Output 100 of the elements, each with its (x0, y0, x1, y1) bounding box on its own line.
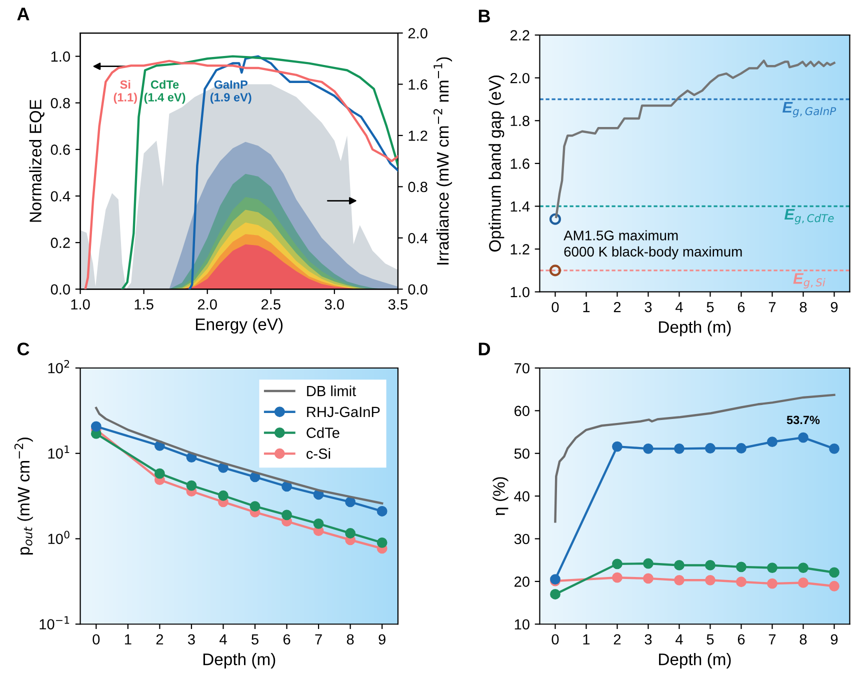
point (736, 576, 746, 588)
y2-tick-label: 0.4 (408, 233, 428, 244)
chart-title: D (478, 342, 490, 356)
y-axis-title: p$_{out}$ (mW cm$^{−2}$) (14, 438, 33, 554)
x-axis-title: Depth (m) (659, 652, 731, 669)
point (376, 537, 388, 548)
point (798, 578, 808, 588)
y-tick-label: 0.6 (50, 144, 70, 155)
x-axis-title: Depth (m) (659, 320, 731, 336)
x-tick-label: 5 (706, 302, 714, 312)
series-label: GaInP (1.9 eV) (210, 80, 252, 104)
y-tick-label: 0.0 (50, 284, 70, 295)
point (829, 567, 840, 578)
x-tick-label: 3 (188, 634, 195, 645)
point (643, 443, 654, 454)
y-tick-label: 2.0 (510, 72, 530, 84)
x-tick-label: 7 (768, 302, 776, 312)
x-tick-label: 2 (614, 634, 621, 644)
point (186, 480, 197, 491)
point (313, 518, 324, 529)
x-tick-label: 9 (830, 634, 838, 645)
x-tick-label: 4 (220, 634, 227, 644)
x-tick-label: 3 (644, 634, 652, 645)
ref-line-label: E$_{g,GaInP}$ (782, 102, 836, 118)
x-tick-label: 1 (583, 302, 590, 312)
point (612, 572, 622, 583)
point (376, 506, 388, 516)
x-tick-label: 0 (552, 302, 559, 312)
point (550, 589, 560, 600)
x-tick-label: 6 (738, 634, 745, 645)
y-tick-label: 10$^{1}$ (48, 446, 70, 459)
x-tick-label: 2 (156, 634, 164, 644)
point (643, 558, 654, 569)
x-tick-label: 8 (800, 634, 807, 645)
point (282, 481, 292, 492)
y-tick-label: 40 (514, 491, 530, 502)
y-tick-label: 50 (514, 448, 530, 459)
point (705, 443, 716, 454)
x-tick-label: 0 (552, 634, 559, 645)
y-tick-label: 0.2 (50, 238, 70, 248)
point (674, 443, 684, 454)
y-tick-label: 1.6 (510, 158, 530, 169)
y2-tick-label: 0.0 (408, 284, 428, 295)
ref-line-label: E$_{g,CdTe}$ (784, 209, 834, 224)
annotation: AM1.5G maximum (564, 230, 678, 240)
x-tick-label: 5 (706, 634, 714, 645)
x-tick-label: 1.0 (71, 299, 90, 310)
y-tick-label: 10$^{2}$ (48, 360, 70, 374)
y-tick-label: 1.0 (510, 286, 530, 298)
y2-axis-title: Irradiance (mW cm$^{−2}$ nm$^{−1}$) (434, 57, 452, 264)
point (345, 496, 356, 508)
x-tick-label: 3.5 (388, 299, 408, 310)
chart-title: A (17, 8, 30, 20)
y-tick-label: 60 (514, 406, 530, 416)
line-series (554, 394, 836, 523)
x-tick-label: 8 (800, 302, 807, 312)
y-tick-label: 0.4 (50, 191, 70, 202)
point (154, 468, 165, 479)
y-tick-label: 1.8 (510, 116, 530, 126)
y-axis-title: η (%) (492, 477, 508, 516)
y-tick-label: 1.4 (510, 201, 530, 212)
x-tick-label: 2.0 (198, 299, 217, 310)
line-series (188, 55, 398, 290)
point (674, 574, 684, 586)
point (798, 432, 808, 443)
x-tick-label: 4 (676, 302, 683, 312)
y-tick-label: 2.2 (510, 30, 530, 40)
y-axis-title: Normalized EQE (29, 100, 44, 222)
x-tick-label: 1 (124, 634, 132, 644)
y-tick-label: 10$^{−1}$ (40, 616, 70, 630)
x-tick-label: 2 (614, 302, 621, 312)
x-tick-label: 6 (738, 302, 745, 312)
x-tick-label: 7 (768, 634, 776, 644)
legend-label: RHJ-GaInP (307, 406, 380, 418)
x-tick-label: 1 (583, 634, 590, 644)
y-tick-label: 20 (514, 576, 530, 587)
series-label: Si (1.1) (114, 80, 137, 104)
x-tick-label: 6 (283, 634, 290, 645)
x-tick-label: 5 (252, 634, 258, 645)
x-tick-label: 1.5 (134, 299, 154, 310)
x-tick-label: 9 (378, 634, 386, 645)
x-axis-title: Depth (m) (203, 652, 276, 669)
y2-tick-label: 1.2 (408, 130, 428, 141)
x-tick-label: 2.5 (261, 299, 280, 310)
x-tick-label: 0 (92, 634, 100, 645)
point (345, 528, 356, 538)
y-axis-title: Optimum band gap (eV) (488, 76, 504, 252)
point (705, 560, 716, 570)
point (218, 490, 228, 501)
x-tick-label: 9 (830, 302, 838, 312)
series-label: CdTe (1.4 eV) (144, 80, 186, 104)
point (705, 574, 716, 586)
y-tick-label: 1.2 (510, 244, 530, 254)
ref-line-label: E$_{g,Si}$ (793, 273, 826, 288)
y-tick-label: 10$^{0}$ (48, 530, 70, 544)
point (767, 436, 778, 448)
y2-tick-label: 0.8 (408, 182, 428, 192)
point (767, 578, 778, 589)
point (674, 560, 684, 570)
legend-label: CdTe (306, 427, 340, 438)
